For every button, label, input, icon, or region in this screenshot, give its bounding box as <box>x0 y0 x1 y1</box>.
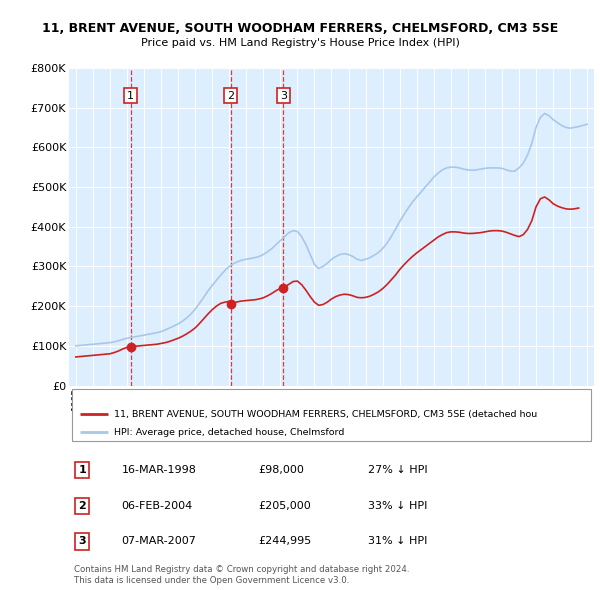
Text: £244,995: £244,995 <box>258 536 311 546</box>
Text: 3: 3 <box>280 91 287 101</box>
Text: Contains HM Land Registry data © Crown copyright and database right 2024.: Contains HM Land Registry data © Crown c… <box>74 565 410 573</box>
Text: 33% ↓ HPI: 33% ↓ HPI <box>368 501 428 511</box>
Text: 2: 2 <box>78 501 86 511</box>
Text: 1: 1 <box>127 91 134 101</box>
Text: 16-MAR-1998: 16-MAR-1998 <box>121 465 196 475</box>
Text: 31% ↓ HPI: 31% ↓ HPI <box>368 536 428 546</box>
Text: 27% ↓ HPI: 27% ↓ HPI <box>368 465 428 475</box>
Text: 11, BRENT AVENUE, SOUTH WOODHAM FERRERS, CHELMSFORD, CM3 5SE (detached hou: 11, BRENT AVENUE, SOUTH WOODHAM FERRERS,… <box>113 410 537 419</box>
FancyBboxPatch shape <box>71 389 592 441</box>
Text: £98,000: £98,000 <box>258 465 304 475</box>
Text: 11, BRENT AVENUE, SOUTH WOODHAM FERRERS, CHELMSFORD, CM3 5SE: 11, BRENT AVENUE, SOUTH WOODHAM FERRERS,… <box>42 22 558 35</box>
Text: 06-FEB-2004: 06-FEB-2004 <box>121 501 193 511</box>
Text: 3: 3 <box>79 536 86 546</box>
Text: Price paid vs. HM Land Registry's House Price Index (HPI): Price paid vs. HM Land Registry's House … <box>140 38 460 48</box>
Text: 2: 2 <box>227 91 235 101</box>
Text: This data is licensed under the Open Government Licence v3.0.: This data is licensed under the Open Gov… <box>74 576 350 585</box>
Text: 07-MAR-2007: 07-MAR-2007 <box>121 536 196 546</box>
Text: £205,000: £205,000 <box>258 501 311 511</box>
Text: HPI: Average price, detached house, Chelmsford: HPI: Average price, detached house, Chel… <box>113 428 344 437</box>
Text: 1: 1 <box>78 465 86 475</box>
